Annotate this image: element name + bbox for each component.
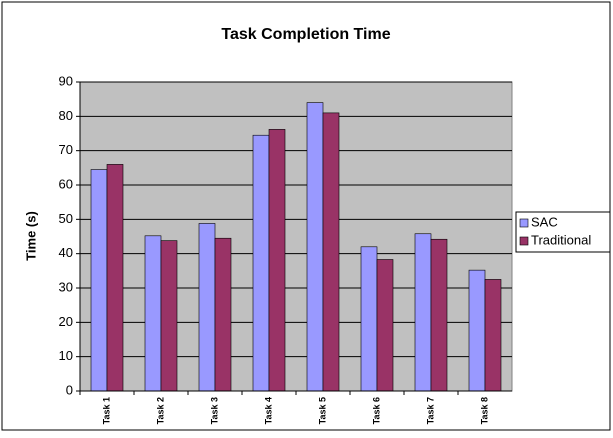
y-tick-label: 60 <box>59 176 73 191</box>
x-tick-label: Task 3 <box>209 397 219 424</box>
bar <box>144 235 162 392</box>
legend-label: Traditional <box>531 232 591 247</box>
y-tick-label: 0 <box>66 382 73 397</box>
y-tick-label: 80 <box>59 108 73 123</box>
x-tick-label: Task 6 <box>371 397 381 424</box>
bar <box>268 129 286 392</box>
y-tick-label: 90 <box>59 73 73 88</box>
x-tick-label: Task 1 <box>101 397 111 424</box>
bar <box>360 246 378 392</box>
bar <box>160 240 178 392</box>
bar <box>214 237 232 392</box>
y-tick-label: 70 <box>59 142 73 157</box>
y-tick-label: 20 <box>59 314 73 329</box>
legend-box <box>515 211 611 253</box>
chart-title: Task Completion Time <box>221 26 390 43</box>
legend-label: SAC <box>531 214 558 229</box>
x-tick-label: Task 4 <box>263 397 273 424</box>
bar <box>306 102 324 392</box>
y-tick-label: 10 <box>59 348 73 363</box>
y-axis-label: Time (s) <box>23 211 38 261</box>
bar <box>376 259 394 392</box>
x-tick-label: Task 5 <box>317 397 327 424</box>
bar <box>414 233 432 392</box>
y-tick-label: 50 <box>59 211 73 226</box>
bar <box>198 223 216 392</box>
bar <box>90 169 108 392</box>
y-tick-label: 30 <box>59 279 73 294</box>
bar <box>106 164 124 392</box>
bar <box>322 112 340 392</box>
y-tick-label: 40 <box>59 245 73 260</box>
x-tick-label: Task 8 <box>479 397 489 424</box>
legend-swatch <box>519 236 529 246</box>
legend-swatch <box>519 218 529 228</box>
bar <box>252 134 270 392</box>
bar <box>484 279 502 392</box>
x-tick-label: Task 2 <box>155 397 165 424</box>
x-tick-label: Task 7 <box>425 397 435 424</box>
bar <box>430 238 448 392</box>
bar <box>468 269 486 392</box>
